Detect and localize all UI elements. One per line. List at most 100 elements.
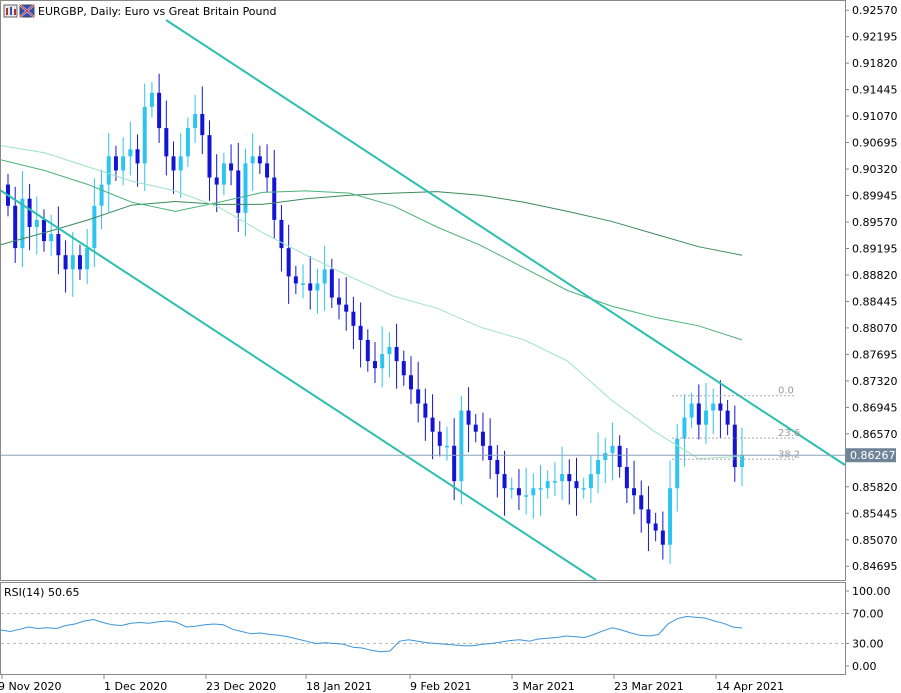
candle-body: [279, 219, 284, 249]
moving-average-fast: [1, 145, 743, 460]
channel-upper-line[interactable]: [165, 19, 845, 466]
y-tick-label: 0.84695: [852, 560, 898, 573]
y-tick-label: 0.91445: [852, 84, 898, 97]
candle-body: [337, 297, 342, 305]
candle-body: [106, 156, 111, 185]
candle-body: [286, 248, 291, 277]
candle-body: [99, 184, 104, 206]
candle-body: [315, 283, 320, 291]
x-tick-label: 14 Apr 2021: [716, 680, 784, 693]
candle-body: [639, 495, 644, 510]
candle-body: [603, 452, 608, 460]
rsi-y-tick-label: 70.00: [852, 608, 884, 621]
candle-body: [516, 488, 521, 496]
candle-body: [171, 156, 176, 171]
candle-body: [322, 269, 327, 284]
candle-body: [221, 163, 226, 185]
chart-menu-icon-bar3: [14, 9, 16, 15]
candle-body: [452, 445, 457, 482]
candle-body: [250, 156, 255, 164]
y-tick-label: 0.87320: [852, 375, 898, 388]
candle-body: [423, 403, 428, 418]
candle-body: [459, 410, 464, 482]
chart-title: EURGBP, Daily: Euro vs Great Britain Pou…: [38, 5, 276, 18]
current-price-tag-label: 0.86267: [850, 449, 896, 462]
y-tick-label: 0.88820: [852, 269, 898, 282]
y-tick-label: 0.91820: [852, 57, 898, 70]
y-tick-label: 0.86570: [852, 428, 898, 441]
candle-body: [142, 106, 147, 164]
candle-body: [444, 445, 449, 448]
y-tick-label: 0.88070: [852, 322, 898, 335]
y-tick-label: 0.85445: [852, 507, 898, 520]
candle-body: [185, 128, 190, 157]
y-tick-label: 0.91070: [852, 110, 898, 123]
candle-body: [49, 234, 54, 242]
channel-lower-line[interactable]: [0, 189, 597, 580]
candle-body: [265, 163, 270, 178]
x-tick-label: 1 Dec 2020: [104, 680, 167, 693]
candle-body: [718, 403, 723, 411]
candle-body: [567, 474, 572, 482]
chart-menu-icon-bar1: [6, 8, 8, 15]
candle-body: [473, 424, 478, 432]
candle-body: [365, 339, 370, 362]
candle-body: [128, 149, 133, 157]
candle-body: [358, 325, 363, 340]
candle-body: [596, 459, 601, 475]
candle-body: [725, 410, 730, 425]
candle-body: [689, 403, 694, 418]
y-tick-label: 0.85070: [852, 534, 898, 547]
rsi-panel-frame: [0, 582, 846, 675]
candle-body: [466, 410, 471, 425]
candle-body: [646, 509, 651, 524]
candle-body: [560, 474, 565, 482]
candle-body: [373, 361, 377, 369]
chart-menu-icon-bar2: [10, 7, 12, 15]
fib-level-label: 0.0: [778, 386, 794, 397]
candle-body: [416, 389, 421, 404]
y-tick-label: 0.90695: [852, 137, 898, 150]
candle-body: [380, 354, 385, 369]
candle-body: [509, 488, 514, 490]
candle-body: [660, 530, 665, 545]
rsi-line: [0, 615, 743, 653]
candle-body: [502, 474, 507, 489]
y-tick-label: 0.89945: [852, 190, 898, 203]
candle-body: [27, 198, 32, 227]
candle-body: [574, 481, 579, 489]
chart-header: EURGBP, Daily: Euro vs Great Britain Pou…: [3, 4, 276, 18]
candle-body: [488, 445, 493, 460]
candle-body: [696, 403, 701, 425]
candle-body: [257, 156, 262, 164]
x-tick-label: 9 Nov 2020: [0, 680, 61, 693]
rsi-plot-area: [0, 613, 845, 653]
rsi-indicator-label: RSI(14) 50.65: [4, 586, 79, 599]
candle-body: [401, 361, 406, 376]
current-price-tag-bg: [846, 448, 896, 463]
candle-body: [41, 219, 46, 242]
candle-body: [732, 424, 737, 468]
candle-body: [538, 488, 543, 490]
y-tick-label: 0.85820: [852, 481, 898, 494]
candle-body: [63, 255, 68, 270]
candle-body: [207, 135, 212, 178]
rsi-y-tick-label: 0.00: [852, 660, 877, 673]
main-plot-area: 0.023.638.2: [0, 19, 845, 580]
axis-labels: 0.92570 0.92195 0.91820 0.91445 0.91070 0.906…: [0, 4, 898, 693]
y-tick-label: 0.92570: [852, 4, 898, 17]
moving-average-mid: [1, 159, 743, 341]
candle-body: [200, 113, 205, 136]
candle-body: [20, 198, 25, 249]
candle-body: [308, 283, 313, 291]
candle-body: [624, 467, 629, 489]
x-tick-label: 3 Mar 2021: [512, 680, 575, 693]
candle-body: [588, 474, 593, 489]
candle-body: [85, 248, 90, 270]
y-tick-label: 0.89570: [852, 216, 898, 229]
candle-body: [77, 255, 82, 270]
candle-body: [301, 283, 306, 285]
candle-body: [164, 128, 169, 157]
y-tick-label: 0.87695: [852, 348, 898, 361]
current-price-tag: 0.86267: [846, 448, 896, 463]
